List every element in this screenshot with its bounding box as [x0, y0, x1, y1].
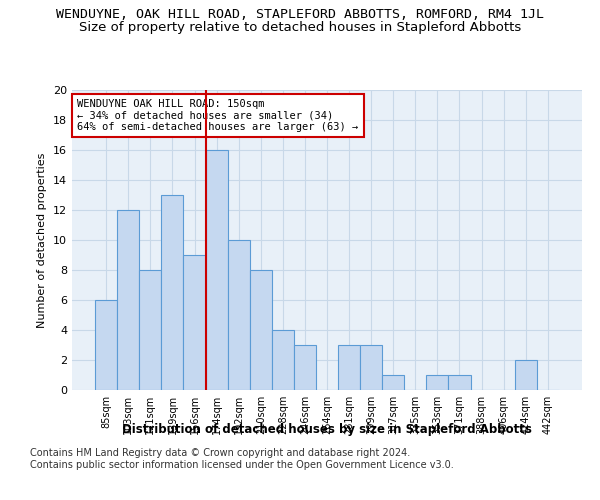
Bar [117, 210, 139, 390]
Bar [360, 345, 382, 390]
Bar [338, 345, 360, 390]
Text: WENDUYNE, OAK HILL ROAD, STAPLEFORD ABBOTTS, ROMFORD, RM4 1JL: WENDUYNE, OAK HILL ROAD, STAPLEFORD ABBO… [56, 8, 544, 20]
Text: WENDUYNE OAK HILL ROAD: 150sqm
← 34% of detached houses are smaller (34)
64% of : WENDUYNE OAK HILL ROAD: 150sqm ← 34% of … [77, 99, 358, 132]
Bar [515, 360, 537, 390]
Text: Contains HM Land Registry data © Crown copyright and database right 2024.: Contains HM Land Registry data © Crown c… [30, 448, 410, 458]
Y-axis label: Number of detached properties: Number of detached properties [37, 152, 47, 328]
Bar [294, 345, 316, 390]
Bar [206, 150, 227, 390]
Bar [184, 255, 206, 390]
Bar [139, 270, 161, 390]
Bar [250, 270, 272, 390]
Bar [382, 375, 404, 390]
Bar [95, 300, 117, 390]
Bar [272, 330, 294, 390]
Bar [448, 375, 470, 390]
Bar [427, 375, 448, 390]
Text: Contains public sector information licensed under the Open Government Licence v3: Contains public sector information licen… [30, 460, 454, 470]
Bar [227, 240, 250, 390]
Text: Size of property relative to detached houses in Stapleford Abbotts: Size of property relative to detached ho… [79, 22, 521, 35]
Bar [161, 195, 184, 390]
Text: Distribution of detached houses by size in Stapleford Abbotts: Distribution of detached houses by size … [122, 422, 532, 436]
